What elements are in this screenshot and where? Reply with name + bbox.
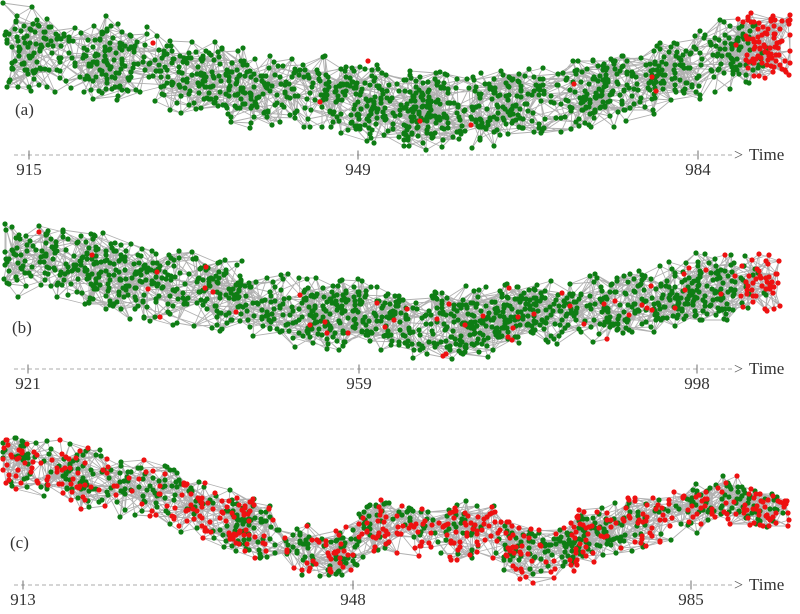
svg-text:(c): (c)	[10, 533, 29, 552]
svg-text:Time: Time	[749, 359, 784, 378]
svg-text:984: 984	[685, 160, 711, 179]
svg-text:Time: Time	[749, 145, 784, 164]
svg-text:915: 915	[16, 160, 42, 179]
svg-text:>: >	[734, 147, 743, 164]
svg-text:(a): (a)	[15, 100, 34, 119]
svg-text:Time: Time	[749, 575, 784, 594]
svg-text:959: 959	[346, 374, 372, 393]
svg-text:985: 985	[678, 590, 704, 609]
svg-text:>: >	[734, 361, 743, 378]
svg-text:998: 998	[684, 374, 710, 393]
svg-text:949: 949	[345, 160, 371, 179]
svg-text:913: 913	[10, 590, 36, 609]
svg-text:>: >	[734, 577, 743, 594]
svg-text:921: 921	[15, 374, 41, 393]
svg-text:948: 948	[340, 590, 366, 609]
svg-text:(b): (b)	[12, 318, 32, 337]
